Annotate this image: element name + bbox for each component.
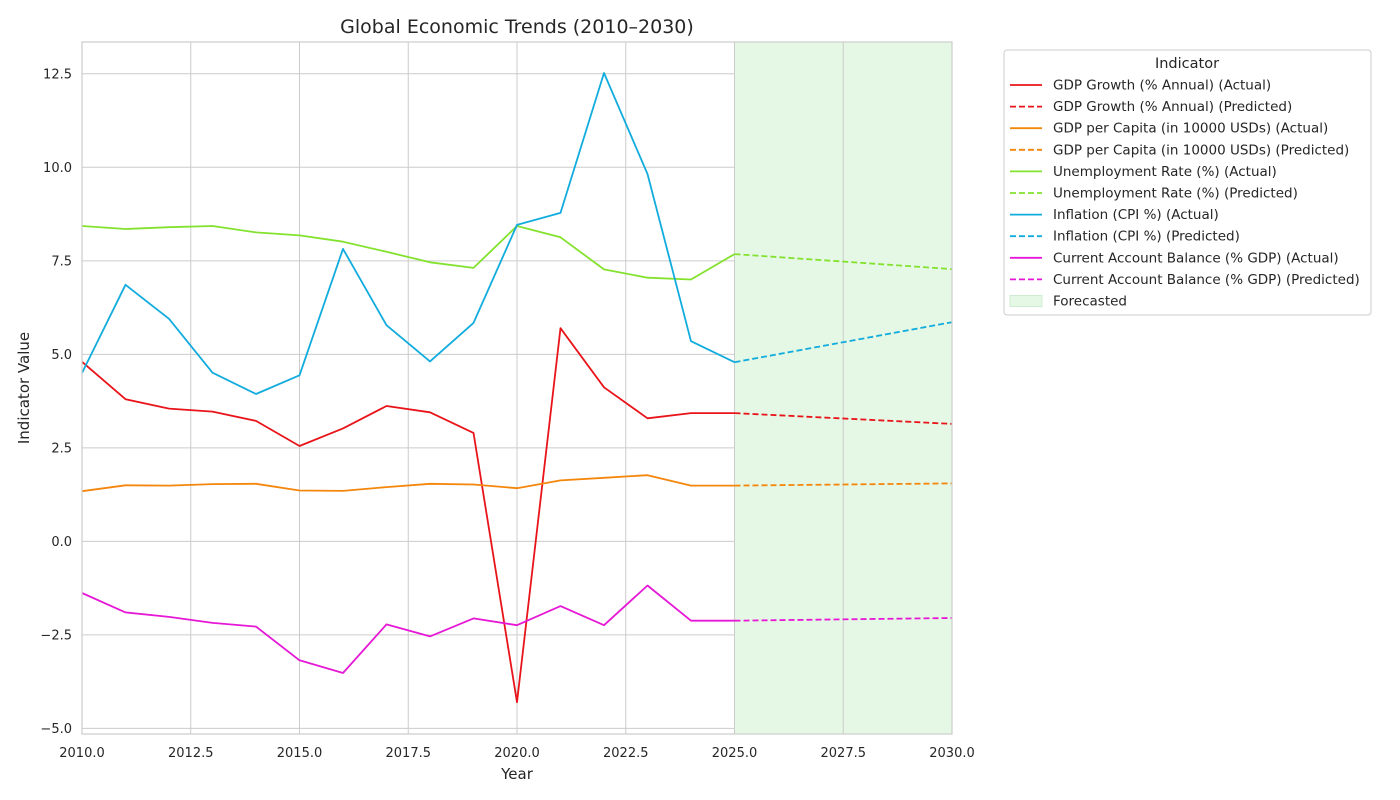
y-tick-label: 10.0 xyxy=(43,161,72,176)
legend-item: GDP Growth (% Annual) (Actual) xyxy=(1010,78,1271,94)
series-line-1 xyxy=(734,412,953,425)
legend-swatch xyxy=(1009,295,1043,307)
chart-title: Global Economic Trends (2010–2030) xyxy=(340,16,694,38)
legend-label: Current Account Balance (% GDP) (Actual) xyxy=(1053,250,1339,266)
series-line-9 xyxy=(734,617,953,622)
legend: Indicator GDP Growth (% Annual) (Actual)… xyxy=(1003,49,1372,316)
x-tick-label: 2010.0 xyxy=(59,746,105,761)
series-line-5 xyxy=(734,253,953,270)
legend-item: GDP Growth (% Annual) (Predicted) xyxy=(1010,99,1292,115)
legend-item: GDP per Capita (in 10000 USDs) (Actual) xyxy=(1010,121,1328,137)
legend-items: GDP Growth (% Annual) (Actual) GDP Growth… xyxy=(1009,78,1360,310)
legend-item: GDP per Capita (in 10000 USDs) (Predicte… xyxy=(1010,142,1349,158)
x-tick-label: 2022.5 xyxy=(603,746,649,761)
legend-label: Forecasted xyxy=(1053,294,1127,310)
legend-label: GDP per Capita (in 10000 USDs) (Actual) xyxy=(1053,121,1328,137)
legend-item: Unemployment Rate (%) (Predicted) xyxy=(1010,186,1298,202)
legend-item: Unemployment Rate (%) (Actual) xyxy=(1010,164,1277,180)
series-line-2 xyxy=(81,474,735,493)
x-tick-label: 2030.0 xyxy=(929,746,975,761)
series-lines xyxy=(81,72,953,704)
series-line-4 xyxy=(81,225,735,281)
y-tick-label: 0.0 xyxy=(51,535,72,550)
y-tick-label: −5.0 xyxy=(40,722,72,737)
legend-label: GDP per Capita (in 10000 USDs) (Predicte… xyxy=(1053,142,1349,158)
legend-item: Current Account Balance (% GDP) (Actual) xyxy=(1010,250,1339,266)
legend-item-forecast: Forecasted xyxy=(1009,294,1127,310)
legend-label: Inflation (CPI %) (Actual) xyxy=(1053,207,1219,223)
series-line-7 xyxy=(734,321,953,364)
x-tick-label: 2015.0 xyxy=(277,746,323,761)
legend-label: GDP Growth (% Annual) (Actual) xyxy=(1053,78,1271,94)
x-axis-label: Year xyxy=(500,765,534,783)
x-tick-label: 2017.5 xyxy=(386,746,432,761)
legend-item: Inflation (CPI %) (Predicted) xyxy=(1010,229,1240,245)
legend-label: Inflation (CPI %) (Predicted) xyxy=(1053,229,1240,245)
series-line-8 xyxy=(81,584,735,674)
y-tick-label: −2.5 xyxy=(40,628,72,643)
x-tick-label: 2020.0 xyxy=(494,746,540,761)
x-tick-labels: 2010.0 2012.5 2015.0 2017.5 2020.0 2022.5 2025… xyxy=(59,746,975,761)
series-line-3 xyxy=(734,482,953,487)
legend-box xyxy=(1003,49,1372,316)
x-tick-label: 2025.0 xyxy=(712,746,758,761)
legend-label: Unemployment Rate (%) (Predicted) xyxy=(1053,186,1298,202)
legend-label: Current Account Balance (% GDP) (Predict… xyxy=(1053,272,1360,288)
legend-label: Unemployment Rate (%) (Actual) xyxy=(1053,164,1277,180)
y-tick-labels: −5.0 −2.5 0.0 2.5 5.0 7.5 10.0 12.5 xyxy=(40,67,72,737)
series-line-0 xyxy=(81,327,735,704)
plot-frame xyxy=(81,41,953,735)
y-tick-label: 2.5 xyxy=(51,441,72,456)
legend-label: GDP Growth (% Annual) (Predicted) xyxy=(1053,99,1292,115)
legend-item: Inflation (CPI %) (Actual) xyxy=(1010,207,1219,223)
y-axis-label: Indicator Value xyxy=(15,332,33,444)
legend-title: Indicator xyxy=(1155,56,1219,72)
y-tick-label: 7.5 xyxy=(51,254,72,269)
legend-item: Current Account Balance (% GDP) (Predict… xyxy=(1010,272,1360,288)
x-tick-label: 2027.5 xyxy=(821,746,867,761)
y-tick-label: 5.0 xyxy=(51,348,72,363)
y-tick-label: 12.5 xyxy=(43,67,72,82)
x-tick-label: 2012.5 xyxy=(168,746,214,761)
series-line-6 xyxy=(81,72,735,395)
